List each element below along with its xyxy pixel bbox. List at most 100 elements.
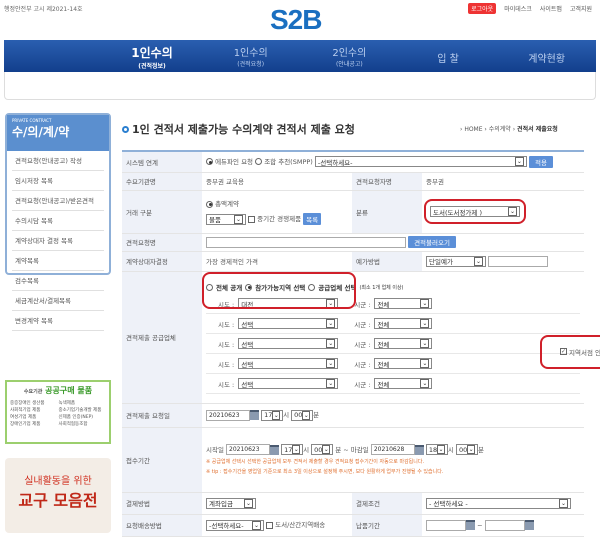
sidebar-item[interactable]: 세금계산서/결제목록 bbox=[12, 291, 104, 311]
sido-select[interactable]: 선택 ⌄ bbox=[238, 338, 339, 349]
goods-select[interactable]: 물품 ⌄ bbox=[206, 213, 246, 225]
nav-1-quote-info[interactable]: 1인수의 (견적정보) bbox=[103, 40, 202, 72]
chevron-down-icon: ⌄ bbox=[272, 410, 281, 420]
price-method-label: 예가방법 bbox=[352, 251, 422, 272]
lump-sum-label: 총액계약 bbox=[215, 200, 239, 208]
mid-competition-checkbox[interactable] bbox=[248, 215, 256, 223]
nav-2-notice[interactable]: 2인수의 (안내공고) bbox=[300, 40, 399, 72]
sidebar-item[interactable]: 수의시담 목록 bbox=[12, 211, 104, 231]
ship-select[interactable]: -선택하세요- ⌄ bbox=[206, 519, 264, 531]
s2b-logo[interactable]: S2B bbox=[270, 4, 322, 35]
teaching-tools-banner[interactable]: 실내활동을 위한 교구 모음전 bbox=[5, 458, 111, 533]
chevron-down-icon: ⌄ bbox=[326, 299, 336, 308]
calendar-icon[interactable] bbox=[524, 520, 534, 530]
region-row: 시도 : 선택 ⌄ 시군 : 전체 ⌄ bbox=[206, 354, 580, 374]
calendar-icon[interactable] bbox=[270, 444, 280, 455]
calendar-icon[interactable] bbox=[414, 444, 424, 455]
sido-select[interactable]: 선택 ⌄ bbox=[238, 378, 339, 389]
select-value: 00 bbox=[458, 445, 468, 454]
price-input[interactable] bbox=[488, 255, 549, 267]
min-select[interactable]: 00 ⌄ bbox=[291, 409, 314, 421]
banner-item: 사회적협동조합 bbox=[58, 422, 88, 427]
sigun-select[interactable]: 전체 ⌄ bbox=[374, 318, 433, 329]
chevron-down-icon: ⌄ bbox=[322, 445, 331, 455]
chevron-down-icon: ⌄ bbox=[420, 299, 430, 308]
chevron-down-icon: ⌄ bbox=[234, 214, 243, 224]
lump-sum-radio[interactable] bbox=[206, 200, 213, 208]
category-select[interactable]: 도서(도서정가제 ) ⌄ bbox=[430, 206, 520, 217]
select-value: 선택 bbox=[241, 380, 254, 389]
banner2-line2: 교구 모음전 bbox=[18, 491, 98, 510]
sidebar-item[interactable]: 견적요청(안내공고)/받은견적 bbox=[12, 191, 104, 211]
edufine-radio[interactable] bbox=[206, 158, 213, 166]
hour-unit: 시 bbox=[303, 445, 310, 454]
sigun-select[interactable]: 전체 ⌄ bbox=[374, 378, 433, 389]
period-label: 접수기간 bbox=[122, 427, 202, 493]
top-links: 로그아웃 마이데스크 사이트맵 고객지원 bbox=[468, 3, 592, 14]
crumb-home[interactable]: HOME bbox=[464, 126, 483, 133]
mydesk-link[interactable]: 마이데스크 bbox=[504, 6, 532, 13]
sigun-select[interactable]: 전체 ⌄ bbox=[374, 298, 433, 309]
crumb-current: 견적서 제출요청 bbox=[517, 126, 558, 133]
sidebar-item[interactable]: 계약목록 bbox=[12, 251, 104, 271]
sido-label: 시도 : bbox=[218, 320, 235, 329]
sidebar-item[interactable]: 임시저장 목록 bbox=[12, 171, 104, 191]
sidebar-item[interactable]: 견적요청(안내공고) 작성 bbox=[12, 151, 104, 171]
sidebar-item[interactable]: 계약상대자 결정 목록 bbox=[12, 231, 104, 251]
nav-bid[interactable]: 입 찰 bbox=[399, 40, 498, 72]
remote-checkbox[interactable] bbox=[266, 521, 274, 529]
sido-select[interactable]: 선택 ⌄ bbox=[238, 358, 339, 369]
sidebar-item[interactable]: 변경계약 목록 bbox=[12, 311, 104, 331]
nav-contract-status[interactable]: 계약현황 bbox=[497, 40, 596, 72]
due-end-input[interactable] bbox=[484, 519, 525, 531]
start-hour-select[interactable]: 17 ⌄ bbox=[281, 444, 304, 456]
pay-select[interactable]: 계좌입금 ⌄ bbox=[206, 497, 256, 509]
pay-cond-select[interactable]: - 선택하세요 - ⌄ bbox=[426, 497, 571, 509]
start-min-select[interactable]: 00 ⌄ bbox=[311, 444, 334, 456]
nav-label: 2인수의 bbox=[332, 48, 367, 59]
chevron-down-icon: ⌄ bbox=[508, 207, 517, 216]
sigun-select[interactable]: 전체 ⌄ bbox=[374, 338, 433, 349]
public-all-radio[interactable] bbox=[206, 283, 213, 291]
decide-value: 가장 경제적인 가격 bbox=[202, 251, 352, 272]
end-hour-select[interactable]: 18 ⌄ bbox=[425, 444, 448, 456]
banner-item: 사회적기업 제품 bbox=[10, 408, 41, 413]
reqdate-input[interactable]: 20210623 bbox=[206, 409, 250, 421]
region-radio[interactable] bbox=[245, 283, 253, 291]
select-value: 00 bbox=[294, 411, 303, 420]
system-select[interactable]: -선택하세요- ⌄ bbox=[314, 156, 527, 168]
due-start-input[interactable] bbox=[426, 519, 466, 531]
end-date-input[interactable]: 20210628 bbox=[370, 444, 415, 456]
region-row: 시도 : 선택 ⌄ 시군 : 전체 ⌄ bbox=[206, 374, 580, 394]
hour-select[interactable]: 17 ⌄ bbox=[261, 409, 284, 421]
calendar-icon[interactable] bbox=[250, 410, 259, 421]
load-quote-button[interactable]: 견적불러오기 bbox=[408, 236, 456, 248]
sidebar-title: 수/의/계/약 bbox=[12, 125, 70, 139]
end-min-select[interactable]: 00 ⌄ bbox=[455, 444, 478, 456]
supplier-select-radio[interactable] bbox=[308, 283, 316, 291]
smpp-radio[interactable] bbox=[255, 158, 263, 166]
chevron-down-icon: ⌄ bbox=[514, 157, 524, 167]
public-purchase-banner[interactable]: 수요기관 공공구매 물품 중증장애인 생산품 녹색제품 사회적기업 제품 중소기업기… bbox=[5, 380, 111, 444]
support-link[interactable]: 고객지원 bbox=[569, 6, 592, 13]
sido-select[interactable]: 대전 ⌄ bbox=[238, 298, 339, 309]
sigun-select[interactable]: 전체 ⌄ bbox=[374, 358, 433, 369]
calendar-icon[interactable] bbox=[466, 520, 475, 530]
nav-1-quote-request[interactable]: 1인수의 (견적요청) bbox=[201, 40, 300, 72]
crumb-section[interactable]: 수의계약 bbox=[488, 126, 511, 133]
banner-pre: 수요기관 bbox=[23, 389, 43, 395]
select-value: 전체 bbox=[377, 340, 390, 349]
request-name-input[interactable] bbox=[206, 236, 406, 248]
logout-button[interactable]: 로그아웃 bbox=[468, 3, 497, 14]
requester-label: 견적요청자명 bbox=[352, 172, 422, 191]
end-label: 분 ~ 마감일 bbox=[335, 445, 369, 454]
price-method-select[interactable]: 단일예가 ⌄ bbox=[426, 255, 486, 267]
apply-button[interactable]: 적용 bbox=[528, 155, 553, 168]
list-button[interactable]: 목록 bbox=[303, 213, 322, 225]
sitemap-link[interactable]: 사이트맵 bbox=[539, 6, 562, 13]
requester-value: 중부권 bbox=[422, 172, 584, 191]
local-bookstore-checkbox[interactable]: ✓ bbox=[560, 348, 568, 355]
start-date-input[interactable]: 20210623 bbox=[226, 444, 271, 456]
sido-select[interactable]: 선택 ⌄ bbox=[238, 318, 339, 329]
sidebar-item[interactable]: 검수목록 bbox=[12, 271, 104, 291]
